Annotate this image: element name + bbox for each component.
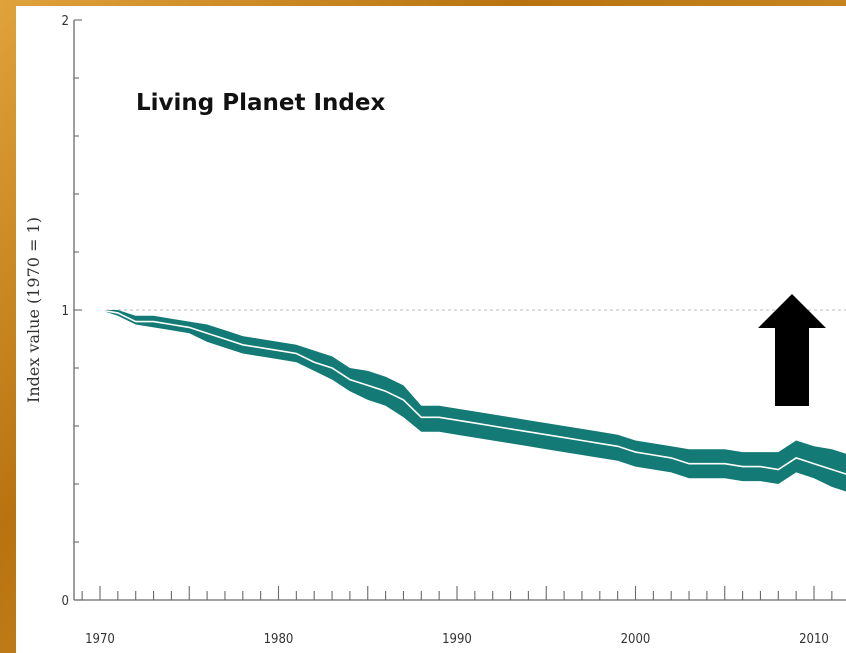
index-line <box>99 309 846 475</box>
confidence-band <box>100 310 846 492</box>
y-axis <box>73 19 82 601</box>
x-tick-label: 2010 <box>799 632 829 647</box>
x-tick-label: 1980 <box>264 632 294 647</box>
x-tick-label: 2000 <box>621 632 651 647</box>
x-tick-label: 1990 <box>442 632 472 647</box>
y-tick-label: 2 <box>62 14 69 29</box>
x-axis <box>74 586 846 601</box>
chart-title: Living Planet Index <box>136 90 385 116</box>
y-axis-label: Index value (1970 = 1) <box>24 217 43 403</box>
chart-panel: Living Planet Index Index value (1970 = … <box>16 6 846 653</box>
up-arrow-icon <box>758 294 826 406</box>
x-tick-label: 1970 <box>85 632 115 647</box>
y-tick-label: 1 <box>62 304 69 319</box>
y-tick-label: 0 <box>62 594 69 609</box>
tick-labels: 0 1 2 1970 1980 1990 2000 2010 <box>62 14 829 647</box>
living-planet-index-chart: Living Planet Index Index value (1970 = … <box>24 14 846 647</box>
